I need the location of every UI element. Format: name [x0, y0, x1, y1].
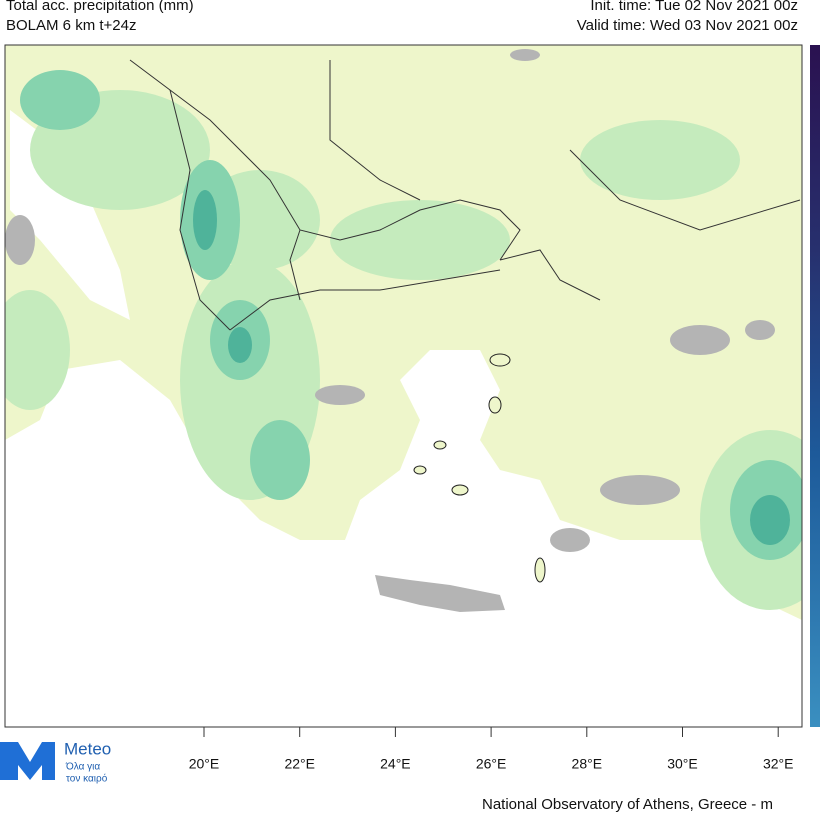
lon-label: 22°E: [284, 756, 315, 772]
lon-label: 28°E: [572, 756, 603, 772]
valid-time: Valid time: Wed 03 Nov 2021 00z: [577, 17, 798, 34]
map-area: [5, 45, 802, 727]
borders: [129, 59, 801, 331]
logo-tagline: Όλα για: [65, 762, 100, 773]
dry-areas: [5, 49, 775, 612]
map-frame: [4, 44, 803, 728]
lon-label: 26°E: [476, 756, 507, 772]
logo-mark: [0, 742, 55, 780]
lon-label: 20°E: [189, 756, 220, 772]
sea: [5, 350, 802, 727]
lon-label: 32°E: [763, 756, 794, 772]
lon-label: 30°E: [667, 756, 698, 772]
logo-tagline: τον καιρό: [66, 773, 108, 785]
lon-axis: 20°E 22°E 24°E 26°E 28°E 30°E 32°E: [189, 727, 794, 772]
model-label: BOLAM 6 km t+24z: [6, 17, 136, 34]
footer-credit: National Observatory of Athens, Greece -…: [482, 796, 773, 813]
precip-heavy: [193, 190, 790, 545]
map-title: Total acc. precipitation (mm): [6, 0, 194, 14]
islands: [413, 353, 546, 583]
init-time: Init. time: Tue 02 Nov 2021 00z: [590, 0, 798, 14]
logo: Meteo Όλα για τον καιρό: [0, 739, 111, 785]
colorbar: [810, 45, 820, 727]
logo-name: Meteo: [64, 739, 111, 758]
lon-label: 24°E: [380, 756, 411, 772]
